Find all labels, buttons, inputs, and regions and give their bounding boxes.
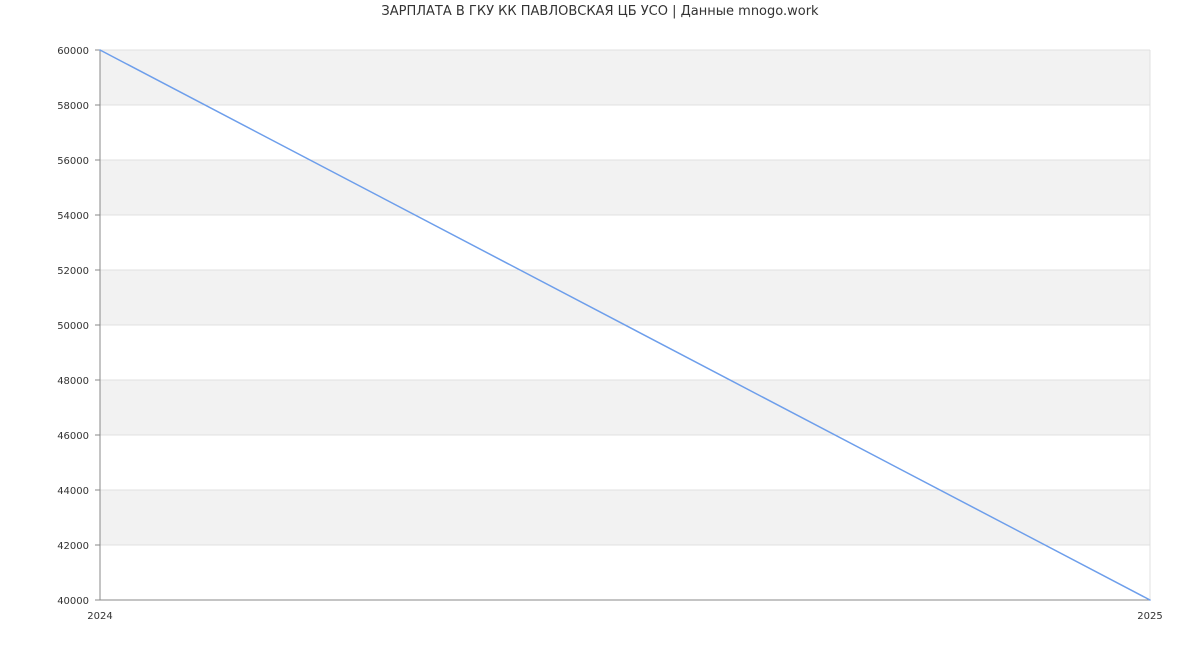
y-tick-label: 42000: [57, 541, 89, 552]
grid-band: [100, 380, 1150, 435]
grid-band: [100, 215, 1150, 270]
x-tick-label: 2024: [87, 611, 112, 622]
grid-band: [100, 325, 1150, 380]
data-point: [1149, 599, 1151, 601]
data-point: [99, 49, 101, 51]
chart-title: ЗАРПЛАТА В ГКУ КК ПАВЛОВСКАЯ ЦБ УСО | Да…: [381, 4, 819, 19]
grid-band: [100, 50, 1150, 105]
grid-band: [100, 545, 1150, 600]
y-tick-label: 48000: [57, 376, 89, 387]
y-tick-label: 50000: [57, 321, 89, 332]
y-tick-label: 40000: [57, 596, 89, 607]
grid-band: [100, 490, 1150, 545]
grid-band: [100, 435, 1150, 490]
grid-band: [100, 270, 1150, 325]
y-tick-label: 56000: [57, 156, 89, 167]
y-tick-label: 60000: [57, 46, 89, 57]
x-tick-label: 2025: [1137, 611, 1162, 622]
grid-band: [100, 105, 1150, 160]
y-tick-label: 52000: [57, 266, 89, 277]
y-tick-label: 44000: [57, 486, 89, 497]
series-line: [99, 49, 1151, 601]
y-tick-label: 58000: [57, 101, 89, 112]
grid-band: [100, 160, 1150, 215]
y-tick-label: 46000: [57, 431, 89, 442]
y-tick-label: 54000: [57, 211, 89, 222]
